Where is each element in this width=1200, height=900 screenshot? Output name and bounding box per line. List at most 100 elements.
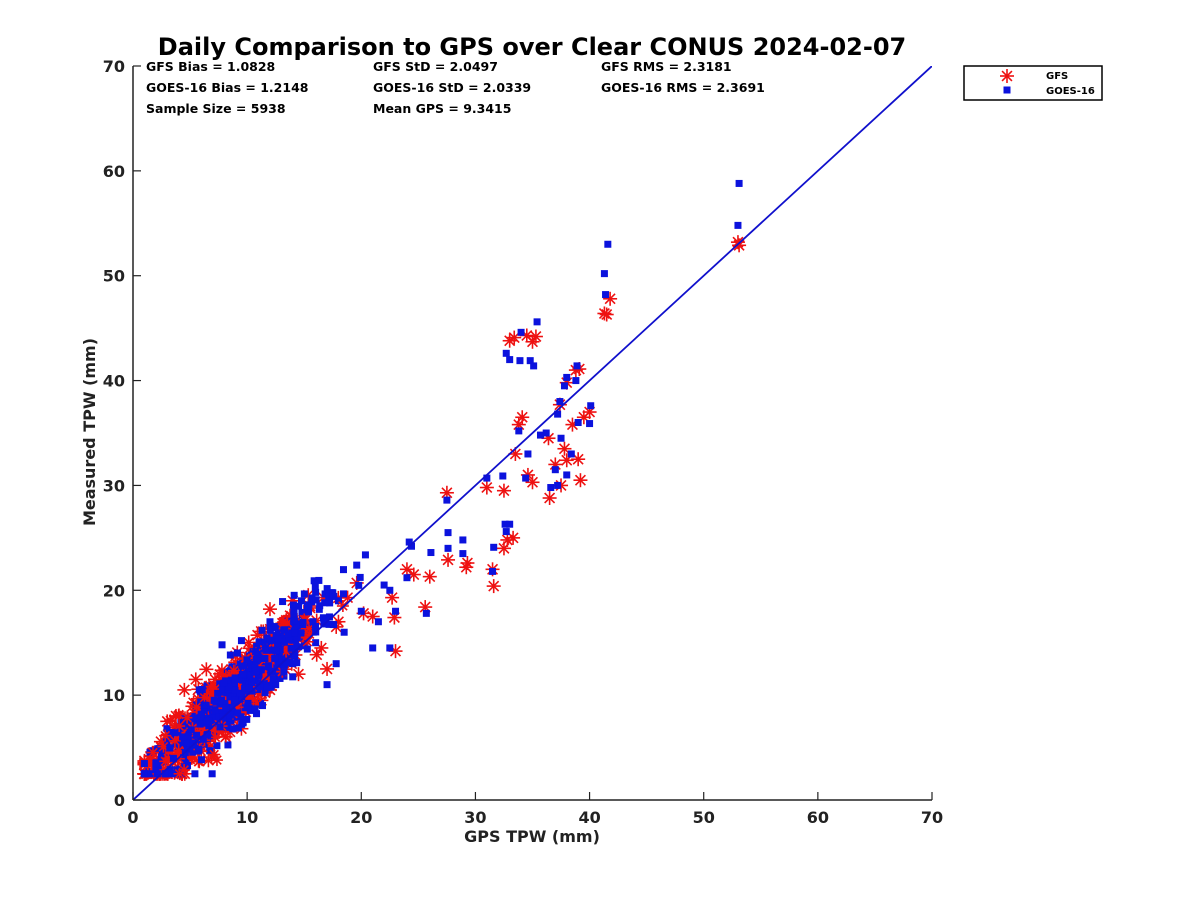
data-point-goes16 <box>223 721 231 729</box>
data-point-goes16 <box>276 674 284 682</box>
data-point-goes16 <box>459 536 467 544</box>
data-point-goes16 <box>600 270 608 278</box>
data-point-goes16 <box>280 638 288 646</box>
data-point-goes16 <box>197 711 205 719</box>
y-tick-label: 70 <box>103 57 125 76</box>
data-point-goes16 <box>502 349 510 357</box>
data-point-goes16 <box>261 638 269 646</box>
data-point-goes16 <box>269 675 277 683</box>
data-point-goes16 <box>290 629 298 637</box>
y-tick-label: 60 <box>103 162 125 181</box>
data-point-goes16 <box>168 770 176 778</box>
data-point-goes16 <box>272 681 280 689</box>
data-point-goes16 <box>241 680 249 688</box>
data-point-goes16 <box>265 662 273 670</box>
data-point-goes16 <box>295 602 303 610</box>
data-point-goes16 <box>516 357 524 365</box>
data-point-goes16 <box>231 696 239 704</box>
x-tick-label: 60 <box>807 808 829 827</box>
data-point-goes16 <box>210 696 218 704</box>
data-point-goes16 <box>489 567 497 575</box>
data-point-goes16 <box>501 520 509 528</box>
data-point-goes16 <box>211 707 219 715</box>
data-point-goes16 <box>289 601 297 609</box>
data-point-goes16 <box>253 642 261 650</box>
data-point-goes16 <box>323 681 331 689</box>
data-point-goes16 <box>542 429 550 437</box>
data-point-goes16 <box>162 737 170 745</box>
data-point-gfs <box>422 569 437 584</box>
data-point-goes16 <box>195 686 203 694</box>
legend: GFS GOES-16 <box>963 65 1103 101</box>
data-point-goes16 <box>158 749 166 757</box>
data-point-goes16 <box>287 644 295 652</box>
data-point-goes16 <box>316 602 324 610</box>
data-point-goes16 <box>312 596 320 604</box>
plot-area <box>133 66 932 800</box>
data-point-goes16 <box>226 651 234 659</box>
data-point-goes16 <box>220 679 228 687</box>
data-point-goes16 <box>303 645 311 653</box>
data-point-goes16 <box>252 667 260 675</box>
data-point-goes16 <box>280 668 288 676</box>
data-point-goes16 <box>315 605 323 613</box>
data-point-gfs <box>496 483 511 498</box>
data-point-goes16 <box>554 481 562 489</box>
data-point-goes16 <box>374 618 382 626</box>
data-point-goes16 <box>283 659 291 667</box>
y-tick-label: 40 <box>103 372 125 391</box>
data-point-gfs <box>172 708 185 721</box>
data-point-goes16 <box>196 720 204 728</box>
stat-gfs-bias: GFS Bias = 1.0828 <box>146 59 275 74</box>
data-point-gfs <box>732 238 747 253</box>
data-point-goes16 <box>533 318 541 326</box>
data-point-goes16 <box>154 745 162 753</box>
data-point-goes16 <box>356 573 364 581</box>
stat-gfs-rms: GFS RMS = 2.3181 <box>601 59 732 74</box>
data-point-goes16 <box>216 680 224 688</box>
data-point-goes16 <box>310 577 318 585</box>
data-point-goes16 <box>218 641 226 649</box>
data-point-goes16 <box>179 733 187 741</box>
data-point-goes16 <box>734 221 742 229</box>
stats-block: GFS Bias = 1.0828 GFS StD = 2.0497 GFS R… <box>146 59 765 116</box>
data-point-goes16 <box>325 620 333 628</box>
data-point-goes16 <box>560 382 568 390</box>
data-point-goes16 <box>228 703 236 711</box>
y-tick-label: 0 <box>114 791 125 810</box>
data-point-gfs <box>309 647 324 662</box>
data-point-goes16 <box>604 240 612 248</box>
data-point-goes16 <box>291 642 299 650</box>
x-tick-label: 20 <box>350 808 372 827</box>
data-point-goes16 <box>279 598 287 606</box>
y-tick-label: 20 <box>103 581 125 600</box>
data-point-goes16 <box>526 357 534 365</box>
data-point-gfs <box>528 329 543 344</box>
data-point-goes16 <box>319 614 327 622</box>
data-point-gfs <box>241 635 256 650</box>
data-point-goes16 <box>556 398 564 406</box>
data-point-goes16 <box>275 659 283 667</box>
data-point-goes16 <box>325 613 333 621</box>
data-point-goes16 <box>490 543 498 551</box>
axes: 0 10 20 30 40 50 60 70 0 10 20 30 40 50 60 70 <box>103 57 943 827</box>
data-point-goes16 <box>506 520 514 528</box>
data-point-goes16 <box>330 592 338 600</box>
stat-goes-std: GOES-16 StD = 2.0339 <box>373 80 531 95</box>
data-point-goes16 <box>222 704 230 712</box>
data-point-goes16 <box>586 420 594 428</box>
data-point-goes16 <box>308 594 316 602</box>
data-point-gfs <box>188 672 203 687</box>
data-point-goes16 <box>252 657 260 665</box>
data-point-goes16 <box>248 679 256 687</box>
data-point-goes16 <box>536 431 544 439</box>
data-point-gfs <box>219 730 232 743</box>
data-point-gfs <box>173 720 186 733</box>
data-point-goes16 <box>180 721 188 729</box>
data-point-goes16 <box>289 673 297 681</box>
data-point-goes16 <box>224 741 232 749</box>
legend-goes16-label: GOES-16 <box>1046 86 1095 97</box>
data-point-goes16 <box>290 607 298 615</box>
data-point-gfs <box>208 748 221 761</box>
data-point-goes16 <box>266 622 274 630</box>
